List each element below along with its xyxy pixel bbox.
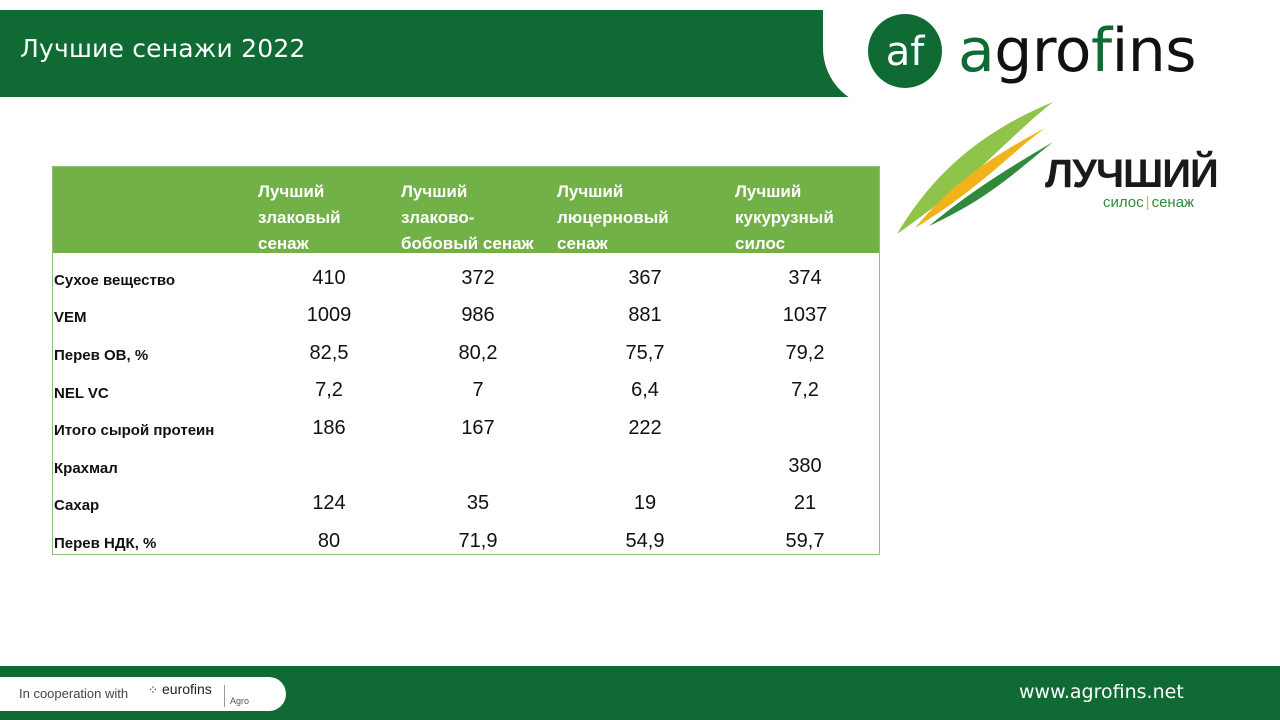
cooperation-pill	[0, 677, 286, 711]
row-label-nel-vc: NEL VC	[54, 385, 109, 402]
badge-subtitle: силос | сенаж	[1103, 194, 1194, 211]
leaf-swoosh-icon	[897, 102, 1053, 234]
table-cell: 80,2	[458, 342, 498, 364]
row-label-om-digestibility: Перев ОВ, %	[54, 347, 149, 364]
table-cell: 367	[628, 267, 662, 289]
table-cell: 124	[312, 492, 346, 514]
table-cell: 7,2	[791, 379, 819, 401]
agrofins-logo: af agrofins	[868, 14, 1208, 94]
af-logo-icon: af	[868, 14, 942, 88]
table-cell: 1037	[782, 304, 828, 326]
table-cell: 986	[461, 304, 495, 326]
eurofins-agro-label: Agro	[230, 696, 250, 706]
table-cell: 186	[312, 417, 346, 439]
row-label-starch: Крахмал	[54, 460, 118, 477]
cooperation-text: In cooperation with	[19, 686, 129, 701]
table-cell: 410	[312, 267, 346, 289]
wordmark-accent: f	[1090, 16, 1112, 86]
eurofins-dots-icon: ⁘	[148, 683, 159, 697]
badge-subtitle-separator: |	[1145, 194, 1150, 211]
table-cell: 54,9	[625, 530, 665, 552]
table-cell: 6,4	[631, 379, 659, 401]
badge-title: ЛУЧШИЙ	[1045, 152, 1219, 196]
table-cell: 21	[793, 492, 817, 514]
eurofins-divider	[224, 685, 225, 707]
silage-table: Лучший злаковый сенаж Лучший злаково- бо…	[52, 166, 880, 555]
footer-url: www.agrofins.net	[1019, 681, 1184, 703]
af-logo-text: af	[886, 29, 926, 75]
table-cell: 19	[633, 492, 657, 514]
row-label-crude-protein: Итого сырой протеин	[54, 422, 215, 439]
eurofins-wordmark: eurofins	[162, 681, 212, 697]
table-cell: 1009	[306, 304, 352, 326]
table-header-row	[53, 167, 879, 253]
row-label-ndf-digestibility: Перев НДК, %	[54, 535, 157, 552]
row-label-dry-matter: Сухое вещество	[54, 272, 176, 289]
table-cell: 79,2	[785, 342, 825, 364]
best-badge-logo: ЛУЧШИЙ силос | сенаж	[895, 100, 1219, 240]
wordmark-mid: gro	[994, 16, 1091, 86]
table-cell: 881	[628, 304, 662, 326]
eurofins-logo: ⁘ eurofins Agro	[148, 680, 258, 708]
table-cell: 71,9	[458, 530, 498, 552]
wordmark-suffix: ins	[1111, 16, 1197, 86]
header-bar	[0, 10, 880, 97]
badge-subtitle-left: силос	[1103, 194, 1144, 211]
wordmark-prefix: a	[958, 16, 995, 86]
column-header-grass-legume-haylage: Лучший злаково- бобовый сенаж	[401, 182, 534, 253]
table-cell: 82,5	[309, 342, 349, 364]
table-cell: 59,7	[785, 530, 825, 552]
table-cell: 167	[461, 417, 495, 439]
table-cell: 222	[628, 417, 662, 439]
badge-subtitle-right: сенаж	[1151, 194, 1195, 211]
column-header-alfalfa-haylage: Лучший люцерновый сенаж	[557, 182, 669, 253]
table-cell: 35	[466, 492, 490, 514]
table-cell: 80	[317, 530, 341, 552]
column-header-grass-haylage: Лучший злаковый сенаж	[258, 182, 341, 253]
row-label-sugar: Сахар	[54, 497, 100, 514]
column-header-corn-silage: Лучший кукурузный силос	[735, 182, 834, 253]
row-label-vem: VEM	[54, 309, 87, 326]
table-cell: 7,2	[315, 379, 343, 401]
table-cell: 374	[788, 267, 822, 289]
agrofins-wordmark: agrofins	[958, 16, 1197, 86]
table-cell: 75,7	[625, 342, 665, 364]
page-title: Лучшие сенажи 2022	[20, 34, 306, 63]
table-cell: 380	[788, 455, 822, 477]
table-cell: 372	[461, 267, 495, 289]
table-cell: 7	[472, 379, 484, 401]
